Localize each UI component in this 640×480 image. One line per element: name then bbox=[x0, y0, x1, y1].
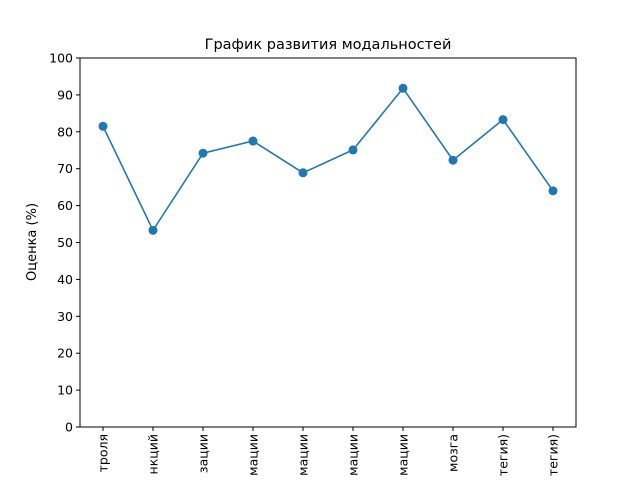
series-layer bbox=[98, 83, 558, 235]
y-tick-label: 0 bbox=[65, 420, 73, 435]
data-point bbox=[448, 155, 458, 165]
data-point bbox=[198, 148, 208, 158]
data-point bbox=[98, 121, 108, 131]
x-axis: троля нкций зации мации мации мации мации мозга… bbox=[96, 427, 561, 476]
y-tick-label: 80 bbox=[57, 124, 73, 139]
y-tick-label: 50 bbox=[57, 235, 73, 250]
y-tick-label: 30 bbox=[57, 309, 73, 324]
x-tick-label: троля bbox=[96, 434, 111, 472]
y-tick-label: 10 bbox=[57, 383, 73, 398]
y-tick-label: 60 bbox=[57, 198, 73, 213]
data-point bbox=[348, 145, 358, 155]
y-axis-label: Оценка (%) bbox=[25, 203, 40, 281]
y-tick-label: 40 bbox=[57, 272, 73, 287]
y-tick-label: 20 bbox=[57, 346, 73, 361]
chart-title: График развития модальностей bbox=[205, 37, 452, 53]
x-tick-label: мозга bbox=[446, 434, 461, 472]
x-tick-label: мации bbox=[396, 434, 411, 476]
x-tick-label: мации bbox=[296, 434, 311, 476]
data-point bbox=[548, 186, 558, 196]
x-tick-label: зации bbox=[196, 434, 211, 473]
series-line bbox=[102, 86, 554, 232]
y-axis: 0 10 20 30 40 50 60 70 80 90 100 bbox=[49, 51, 80, 435]
data-point bbox=[398, 83, 408, 93]
y-tick-label: 90 bbox=[57, 87, 73, 102]
x-tick-label: мации bbox=[346, 434, 361, 476]
y-tick-label: 70 bbox=[57, 161, 73, 176]
y-tick-label: 100 bbox=[49, 51, 73, 66]
x-tick-label: тегия) bbox=[496, 434, 511, 476]
plot-area bbox=[79, 57, 577, 428]
data-point bbox=[148, 225, 158, 235]
data-point bbox=[248, 136, 258, 146]
x-tick-label: мации bbox=[246, 434, 261, 476]
x-tick-label: нкций bbox=[146, 434, 161, 474]
data-point bbox=[298, 168, 308, 178]
data-point bbox=[498, 115, 508, 125]
x-tick-label: тегия) bbox=[546, 434, 561, 476]
